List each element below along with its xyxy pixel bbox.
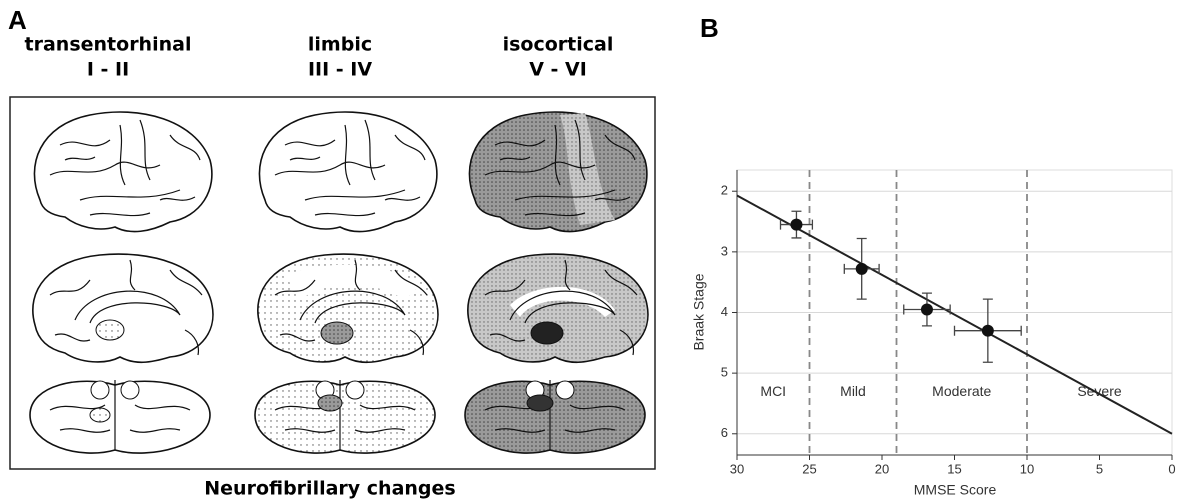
y-tick-label: 4 [721, 304, 728, 319]
x-tick-label: 25 [802, 461, 816, 476]
panel-label: A [8, 5, 27, 35]
column-title: isocortical [503, 34, 614, 56]
panel-label: B [700, 13, 719, 43]
trend-line [736, 194, 1173, 435]
x-tick-label: 5 [1096, 461, 1103, 476]
y-tick-label: 3 [721, 243, 728, 258]
x-axis-label: MMSE Score [914, 482, 997, 498]
y-axis-label: Braak Stage [691, 273, 707, 350]
region-label: MCI [760, 383, 786, 399]
column-stages: III - IV [308, 59, 372, 81]
column-stages: I - II [87, 59, 129, 81]
caption: Neurofibrillary changes [204, 478, 455, 499]
brain-illustrations [29, 111, 649, 454]
data-point [855, 262, 868, 275]
x-tick-label: 20 [875, 461, 889, 476]
x-tick-label: 30 [730, 461, 744, 476]
region-label: Moderate [932, 383, 991, 399]
illustration-frame [9, 96, 656, 470]
data-point [790, 218, 803, 231]
y-tick-label: 2 [721, 183, 728, 198]
y-tick-label: 5 [721, 365, 728, 380]
column-title: transentorhinal [25, 34, 192, 56]
column-title: limbic [308, 34, 372, 56]
x-tick-label: 15 [947, 461, 961, 476]
column-stages: V - VI [529, 59, 587, 81]
y-tick-label: 6 [721, 425, 728, 440]
x-tick-label: 0 [1168, 461, 1175, 476]
data-point [920, 303, 933, 316]
x-tick-label: 10 [1020, 461, 1034, 476]
data-point [981, 324, 994, 337]
region-label: Mild [840, 383, 866, 399]
